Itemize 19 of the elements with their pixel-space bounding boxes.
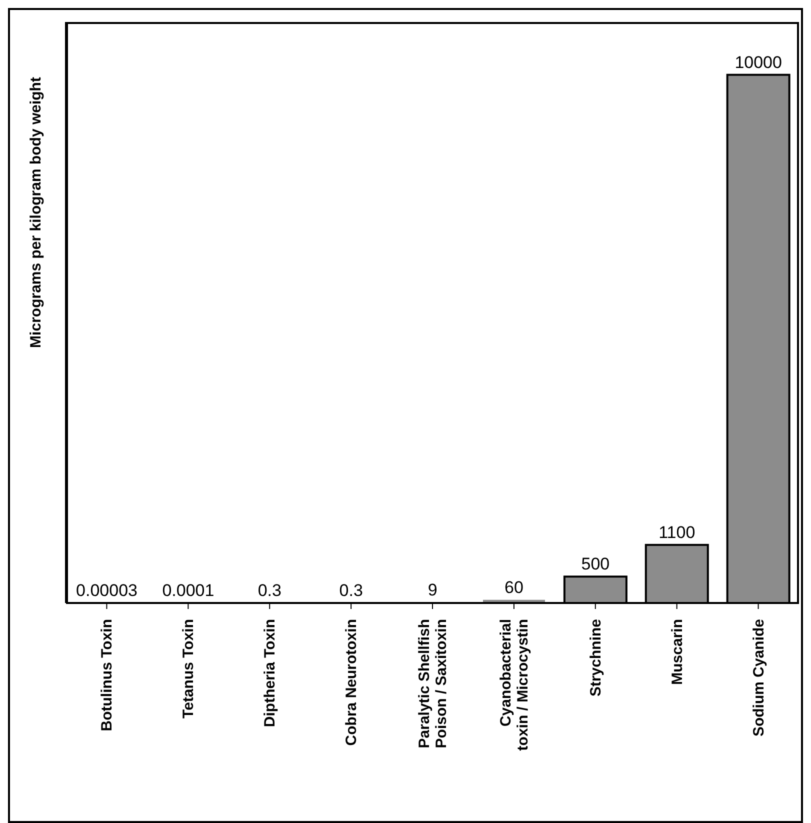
- x-tick-label: Botulinus Toxin: [98, 619, 116, 732]
- data-label: 60: [504, 578, 524, 597]
- data-label: 0.3: [339, 580, 363, 600]
- x-tick-label: Cobra Neurotoxin: [343, 619, 360, 746]
- x-tick-label: Muscarin: [668, 619, 686, 685]
- x-tick-label: Diptheria Toxin: [262, 619, 279, 728]
- data-label: 500: [581, 554, 610, 574]
- y-axis-title: Micrograms per kilogram body weight: [27, 77, 44, 348]
- data-label: 0.3: [258, 580, 282, 600]
- data-label: 0.00003: [76, 581, 138, 600]
- x-tick-label: Strychnine: [587, 619, 604, 697]
- x-tick-label: Cyanobacterial toxin / Microcystin: [497, 619, 532, 751]
- data-label: 1100: [658, 522, 696, 542]
- data-label: 0.0001: [162, 581, 214, 600]
- data-label: 10000: [734, 52, 782, 72]
- data-label: 9: [428, 580, 438, 600]
- x-tick-label: Sodium Cyanide: [750, 619, 768, 737]
- x-tick-label: Paralytic Shellfish Poison / Saxitoxin: [416, 619, 450, 748]
- x-tick-label: Tetanus Toxin: [180, 619, 198, 718]
